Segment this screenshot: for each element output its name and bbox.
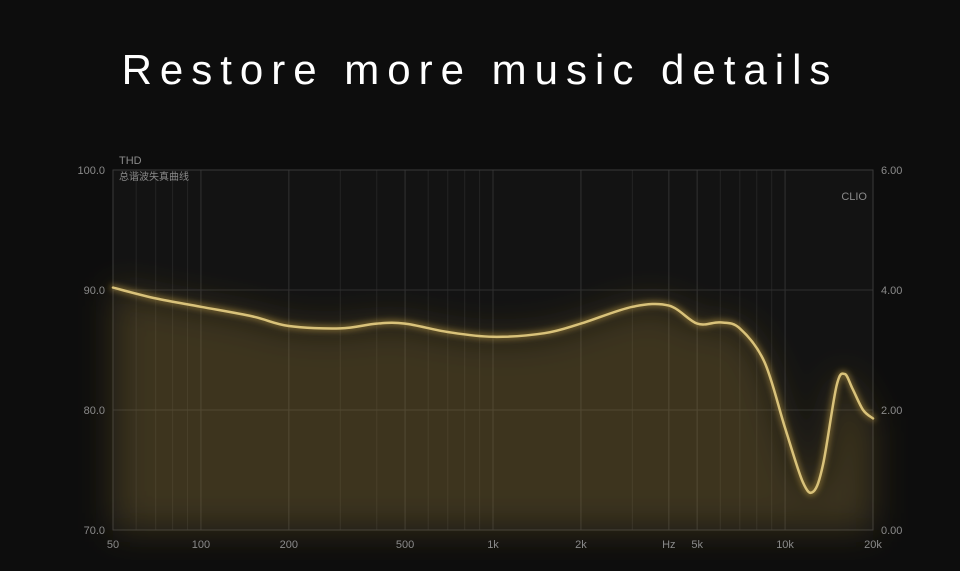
- chart-header-sub: 总谐波失真曲线: [119, 170, 189, 183]
- chart-header-right: CLIO: [841, 191, 867, 203]
- y-right-tick: 2.00: [881, 405, 902, 417]
- y-right-tick: 4.00: [881, 285, 902, 297]
- x-tick: 200: [280, 539, 298, 551]
- page-title: Restore more music details: [0, 46, 960, 94]
- x-tick: 2k: [575, 539, 587, 551]
- x-tick: 500: [396, 539, 414, 551]
- x-tick: Hz: [662, 539, 675, 551]
- y-left-tick: 100.0: [77, 165, 105, 177]
- x-tick: 20k: [864, 539, 882, 551]
- thd-frequency-chart: 70.0 80.0 90.0 100.0 0.00 2.00 4.00 6.00 50 100 20…: [73, 150, 913, 560]
- x-tick: 10k: [776, 539, 794, 551]
- x-tick: 50: [107, 539, 119, 551]
- y-left-tick: 70.0: [84, 525, 105, 537]
- chart-header-left: THD: [119, 155, 142, 167]
- y-right-tick: 0.00: [881, 525, 902, 537]
- y-right-tick: 6.00: [881, 165, 902, 177]
- y-left-tick: 90.0: [84, 285, 105, 297]
- x-tick: 5k: [691, 539, 703, 551]
- y-left-tick: 80.0: [84, 405, 105, 417]
- x-tick: 1k: [487, 539, 499, 551]
- x-tick: 100: [192, 539, 210, 551]
